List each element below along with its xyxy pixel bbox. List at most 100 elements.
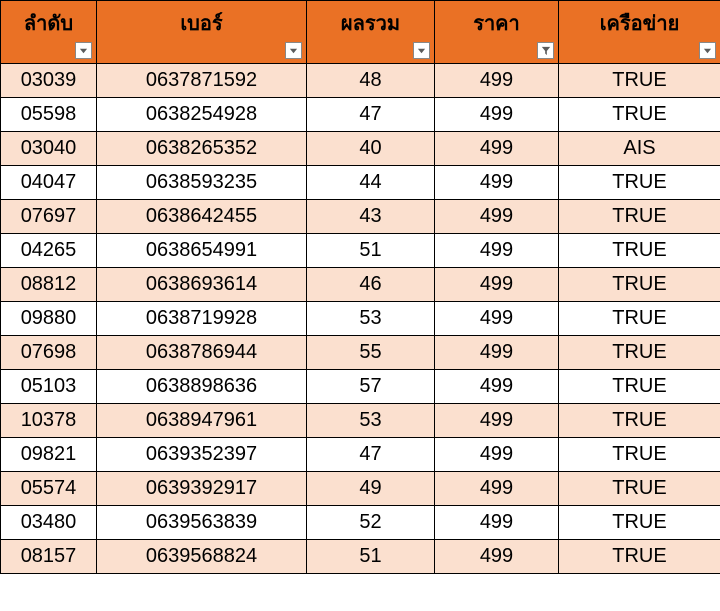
cell-sum: 47 [307,438,435,472]
filter-dropdown-icon[interactable] [285,42,302,59]
cell-seq: 03480 [1,506,97,540]
column-label: ผลรวม [341,13,400,35]
cell-price: 499 [435,438,559,472]
cell-price: 499 [435,132,559,166]
cell-seq: 03039 [1,64,97,98]
cell-number: 0638265352 [97,132,307,166]
filter-funnel-icon[interactable] [537,42,554,59]
table-row: 05598063825492847499TRUE [1,98,720,132]
cell-price: 499 [435,404,559,438]
cell-network: TRUE [559,64,720,98]
filter-dropdown-icon[interactable] [699,42,716,59]
cell-seq: 04047 [1,166,97,200]
table-header-row: ลำดับ เบอร์ ผลรวม ราคา เครือข่าย [1,1,720,64]
cell-network: TRUE [559,234,720,268]
filter-dropdown-icon[interactable] [75,42,92,59]
cell-sum: 48 [307,64,435,98]
column-label: เครือข่าย [600,13,680,35]
cell-seq: 08157 [1,540,97,574]
cell-sum: 49 [307,472,435,506]
column-header-network: เครือข่าย [559,1,720,64]
cell-number: 0638593235 [97,166,307,200]
cell-sum: 44 [307,166,435,200]
cell-network: TRUE [559,98,720,132]
cell-number: 0638786944 [97,336,307,370]
cell-price: 499 [435,472,559,506]
cell-number: 0639563839 [97,506,307,540]
table-row: 08157063956882451499TRUE [1,540,720,574]
cell-sum: 40 [307,132,435,166]
column-header-seq: ลำดับ [1,1,97,64]
cell-seq: 09880 [1,302,97,336]
cell-network: TRUE [559,166,720,200]
cell-seq: 05103 [1,370,97,404]
cell-seq: 10378 [1,404,97,438]
cell-network: TRUE [559,506,720,540]
cell-seq: 09821 [1,438,97,472]
cell-network: TRUE [559,200,720,234]
table-row: 09821063935239747499TRUE [1,438,720,472]
cell-seq: 07697 [1,200,97,234]
cell-network: TRUE [559,438,720,472]
column-label: เบอร์ [180,13,222,35]
cell-number: 0638719928 [97,302,307,336]
filter-dropdown-icon[interactable] [413,42,430,59]
column-header-price: ราคา [435,1,559,64]
cell-network: AIS [559,132,720,166]
cell-number: 0638642455 [97,200,307,234]
cell-network: TRUE [559,540,720,574]
cell-network: TRUE [559,302,720,336]
table-row: 04265063865499151499TRUE [1,234,720,268]
cell-price: 499 [435,370,559,404]
cell-price: 499 [435,268,559,302]
cell-sum: 53 [307,404,435,438]
column-label: ราคา [473,13,520,35]
cell-price: 499 [435,234,559,268]
cell-number: 0637871592 [97,64,307,98]
cell-number: 0638898636 [97,370,307,404]
cell-sum: 43 [307,200,435,234]
cell-network: TRUE [559,336,720,370]
cell-price: 499 [435,98,559,132]
cell-price: 499 [435,64,559,98]
cell-price: 499 [435,540,559,574]
phone-numbers-table: ลำดับ เบอร์ ผลรวม ราคา เครือข่าย 03039063787… [0,0,720,574]
cell-number: 0638947961 [97,404,307,438]
cell-seq: 04265 [1,234,97,268]
cell-seq: 05574 [1,472,97,506]
cell-price: 499 [435,302,559,336]
cell-sum: 53 [307,302,435,336]
cell-number: 0638254928 [97,98,307,132]
cell-network: TRUE [559,472,720,506]
cell-price: 499 [435,200,559,234]
table-row: 05574063939291749499TRUE [1,472,720,506]
cell-network: TRUE [559,404,720,438]
cell-sum: 46 [307,268,435,302]
column-header-sum: ผลรวม [307,1,435,64]
cell-number: 0639568824 [97,540,307,574]
cell-sum: 51 [307,234,435,268]
table-row: 03039063787159248499TRUE [1,64,720,98]
cell-sum: 55 [307,336,435,370]
cell-sum: 47 [307,98,435,132]
cell-sum: 51 [307,540,435,574]
table-row: 10378063894796153499TRUE [1,404,720,438]
cell-network: TRUE [559,268,720,302]
cell-price: 499 [435,166,559,200]
cell-seq: 03040 [1,132,97,166]
cell-number: 0638693614 [97,268,307,302]
table-row: 07697063864245543499TRUE [1,200,720,234]
table-row: 08812063869361446499TRUE [1,268,720,302]
cell-seq: 05598 [1,98,97,132]
cell-sum: 52 [307,506,435,540]
cell-number: 0639392917 [97,472,307,506]
table-row: 03480063956383952499TRUE [1,506,720,540]
table-row: 04047063859323544499TRUE [1,166,720,200]
table-row: 03040063826535240499AIS [1,132,720,166]
table-row: 07698063878694455499TRUE [1,336,720,370]
cell-number: 0639352397 [97,438,307,472]
cell-seq: 08812 [1,268,97,302]
table-row: 09880063871992853499TRUE [1,302,720,336]
cell-network: TRUE [559,370,720,404]
column-label: ลำดับ [24,13,73,35]
